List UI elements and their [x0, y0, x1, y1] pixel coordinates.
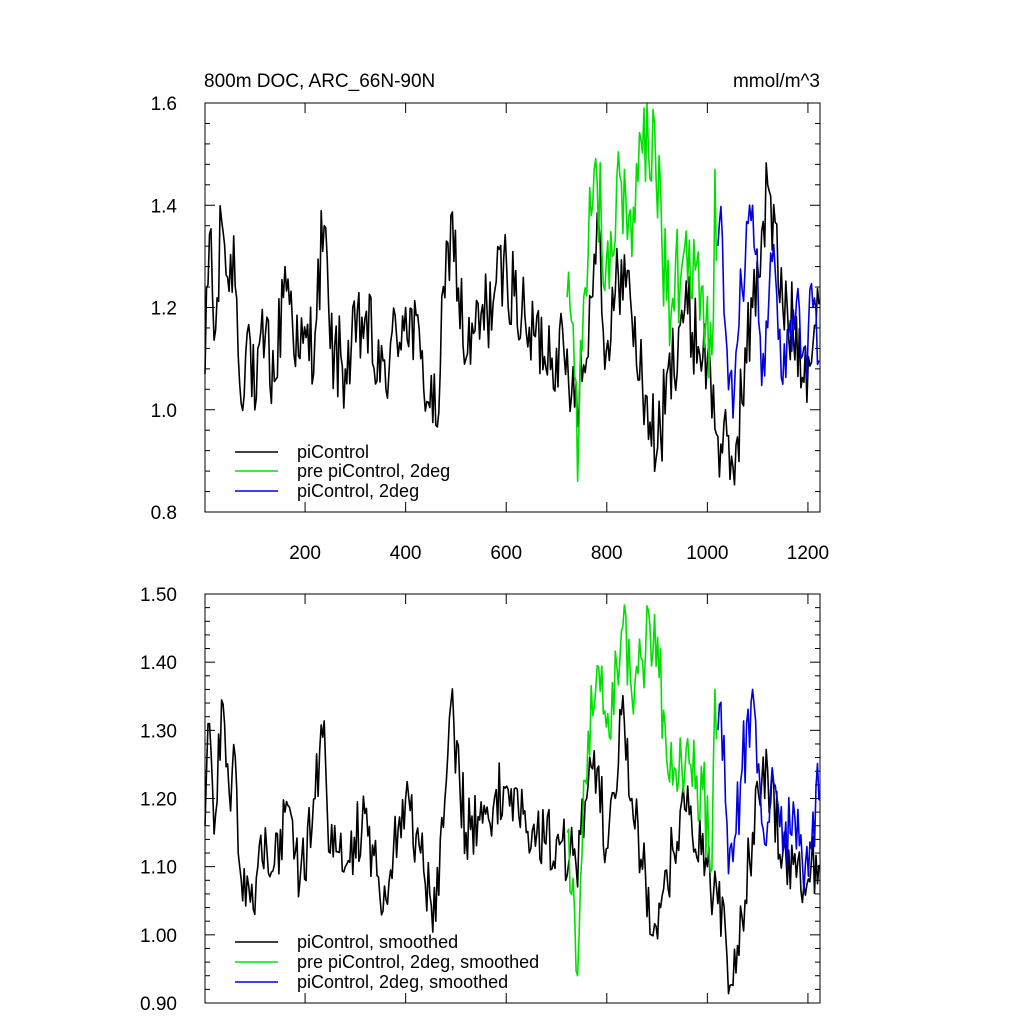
series-line-picontrol: [204, 162, 820, 486]
legend-label-picontrol-smoothed: piControl, smoothed: [297, 932, 458, 952]
y-tick-labels: 0.8 1.0 1.2 1.4 1.6: [151, 94, 178, 524]
plot-frame: [204, 593, 821, 1004]
x-tick-label: 600: [490, 543, 522, 564]
y-tick-label: 1.20: [140, 790, 177, 811]
series-lines: [204, 604, 820, 995]
x-tick-label: 200: [289, 543, 321, 564]
legend-label-pre-picontrol: pre piControl, 2deg: [297, 461, 450, 481]
x-tick-label: 1000: [686, 543, 728, 564]
legend-label-picontrol-2deg: piControl, 2deg: [297, 481, 419, 501]
y-tick-label: 1.4: [151, 196, 178, 217]
y-tick-label: 1.2: [151, 299, 177, 320]
chart-title: 800m DOC, ARC_66N-90N: [204, 71, 435, 92]
x-tick-label: 800: [591, 543, 623, 564]
panel-top: 800m DOC, ARC_66N-90N mmol/m^3 0.8 1.0 1.2…: [151, 71, 829, 564]
x-tick-label: 400: [390, 543, 422, 564]
panel-bottom: 0.90 1.00 1.10 1.20 1.30 1.40 1.50 piControl, …: [140, 585, 821, 1015]
legend-label-picontrol: piControl: [297, 442, 369, 462]
x-tick-label: 1200: [787, 543, 829, 564]
series-line-pre-picontrol-2deg-smoothed: [566, 604, 718, 977]
y-tick-labels: 0.90 1.00 1.10 1.20 1.30 1.40 1.50: [140, 585, 177, 1015]
plot-frame: [204, 102, 821, 513]
legend-label-picontrol-2deg-smoothed: piControl, 2deg, smoothed: [297, 972, 508, 992]
y-tick-label: 0.8: [151, 503, 177, 524]
x-tick-labels: 200 400 600 800 1000 1200: [289, 543, 829, 564]
chart-units: mmol/m^3: [733, 71, 820, 92]
legend: piControl pre piControl, 2deg piControl,…: [235, 442, 450, 501]
series-lines: [204, 102, 820, 486]
y-tick-label: 1.00: [140, 926, 177, 947]
y-tick-label: 1.30: [140, 721, 177, 742]
series-line-picontrol-2deg-smoothed: [717, 688, 820, 893]
series-line-picontrol-2deg: [717, 204, 820, 419]
y-tick-label: 1.40: [140, 653, 177, 674]
series-line-pre-picontrol-2deg: [566, 102, 718, 483]
legend-label-pre-picontrol-smoothed: pre piControl, 2deg, smoothed: [297, 952, 539, 972]
y-tick-label: 1.6: [151, 94, 177, 115]
series-line-picontrol-smoothed: [204, 688, 820, 995]
y-tick-label: 1.50: [140, 585, 177, 606]
y-tick-label: 0.90: [140, 994, 177, 1015]
legend: piControl, smoothed pre piControl, 2deg,…: [235, 932, 539, 992]
y-tick-label: 1.0: [151, 401, 177, 422]
y-tick-label: 1.10: [140, 858, 177, 879]
